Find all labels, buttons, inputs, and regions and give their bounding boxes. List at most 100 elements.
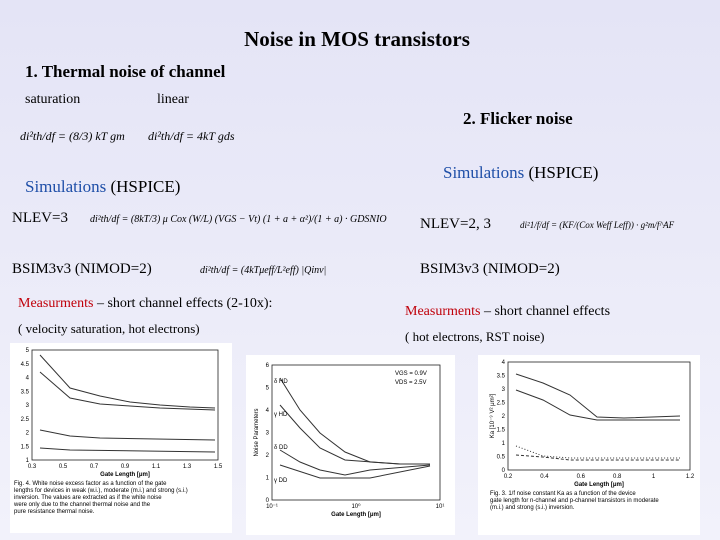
caption: lengths for devices in weak (w.i.), mode…	[14, 488, 188, 494]
legend-text: VDS = 2.5V	[395, 380, 427, 386]
curve	[515, 373, 681, 419]
curve	[279, 464, 431, 479]
plot-frame	[31, 349, 219, 461]
label: NLEV=2, 3	[420, 216, 491, 232]
legend-text: VGS = 0.9V	[395, 371, 427, 377]
figure	[478, 355, 700, 535]
x-tick-label: 0.6	[577, 474, 586, 480]
y-tick-label: 3	[502, 387, 506, 393]
y-tick-label: 4.5	[21, 362, 30, 368]
x-tick-label: 0.9	[121, 464, 130, 470]
x-tick-label: 0.3	[28, 464, 37, 470]
y-tick-label: 3.5	[21, 389, 30, 395]
equation: di²th/df = (8/3) kT gm	[20, 129, 125, 143]
meas-word: Measurments	[18, 296, 93, 311]
y-tick-label: 4	[266, 408, 270, 414]
x-tick-label: 0.7	[90, 464, 99, 470]
sim-word: Simulations	[25, 177, 106, 196]
x-axis-label: Gate Length [μm]	[574, 482, 624, 488]
y-axis-label: Ka [10⁻⁹ V² μm²]	[489, 393, 496, 438]
y-tick-label: 4	[502, 360, 506, 366]
y-tick-label: 3	[26, 403, 30, 409]
x-tick-label: 1.5	[214, 464, 223, 470]
curve	[279, 404, 430, 465]
meas-rest: – short channel effects (2-10x):	[93, 296, 272, 311]
label: BSIM3v3 (NIMOD=2)	[420, 261, 560, 277]
caption: (m.i.) and strong (s.i.) inversion.	[490, 505, 575, 511]
x-tick-label: 0.4	[540, 474, 549, 480]
y-tick-label: 4	[26, 376, 30, 382]
equation: di²th/df = 4kT gds	[148, 129, 235, 143]
heading: 2. Flicker noise	[463, 109, 573, 128]
caption: gate length for n-channel and p-channel …	[490, 498, 659, 504]
x-tick-label: 10⁻¹	[266, 504, 278, 510]
x-tick-label: 10¹	[436, 504, 445, 510]
caption: inversion. The values are extracted as i…	[14, 495, 162, 501]
y-tick-label: 1.5	[497, 428, 506, 434]
label: saturation	[25, 92, 80, 107]
figure	[246, 355, 455, 535]
y-tick-label: 0.5	[497, 455, 506, 461]
label: linear	[157, 92, 189, 107]
series-label: δ DD	[274, 445, 288, 451]
meas-rest: – short channel effects	[480, 304, 610, 319]
y-tick-label: 2.5	[21, 417, 30, 423]
x-tick-label: 1.1	[152, 464, 161, 470]
title: Noise in MOS transistors	[244, 27, 470, 51]
curve	[515, 389, 680, 421]
plot-frame	[271, 364, 441, 501]
x-tick-label: 0.2	[504, 474, 513, 480]
y-tick-label: 0	[266, 498, 270, 504]
x-tick-label: 0.5	[59, 464, 68, 470]
y-tick-label: 0	[502, 468, 506, 474]
equation: di²th/df = (8kT/3) μ Cox (W/L) (VGS − Vt…	[90, 214, 387, 225]
caption: Fig. 4. White noise excess factor as a f…	[14, 481, 167, 487]
x-axis-label: Gate Length [μm]	[100, 472, 150, 478]
curve	[279, 449, 431, 476]
equation: di²1/f/df = (KF/(Cox Weff Leff)) · g²m/f…	[520, 220, 675, 230]
curve	[39, 447, 216, 453]
y-tick-label: 2	[26, 431, 30, 437]
note: ( hot electrons, RST noise)	[405, 329, 545, 344]
y-tick-label: 1	[502, 441, 506, 447]
y-tick-label: 3.5	[497, 374, 506, 380]
caption: were only due to the channel thermal noi…	[13, 502, 151, 508]
series-label: γ DD	[274, 478, 288, 484]
meas-label: Measurments – short channel effects (2-1…	[18, 296, 272, 311]
curve	[39, 429, 216, 441]
y-axis-label: Noise Parameters	[254, 408, 260, 456]
equation: di²th/df = (4kTμeff/L²eff) |Qinv|	[200, 265, 326, 276]
curve	[39, 354, 216, 409]
x-tick-label: 10⁰	[351, 503, 361, 510]
y-tick-label: 3	[266, 431, 270, 437]
sim-tool: (HSPICE)	[528, 163, 598, 182]
curve	[39, 371, 216, 411]
note: ( velocity saturation, hot electrons)	[18, 321, 200, 336]
y-tick-label: 2	[266, 453, 270, 459]
y-tick-label: 1.5	[21, 444, 30, 450]
y-tick-label: 6	[266, 363, 270, 369]
meas-word: Measurments	[405, 304, 480, 319]
label: BSIM3v3 (NIMOD=2)	[12, 261, 152, 277]
series-label: γ HD	[274, 412, 288, 418]
label: NLEV=3	[12, 210, 68, 226]
caption: Fig. 3. 1/f noise constant Ka as a funct…	[490, 491, 636, 497]
x-tick-label: 1.2	[686, 474, 695, 480]
x-axis-label: Gate Length [μm]	[331, 512, 381, 518]
sim-label: Simulations (HSPICE)	[443, 163, 598, 182]
series-label: δ HD	[274, 379, 288, 385]
heading: 1. Thermal noise of channel	[25, 62, 226, 81]
y-tick-label: 1	[266, 476, 270, 482]
y-tick-label: 5	[266, 386, 270, 392]
y-tick-label: 2	[502, 414, 506, 420]
y-tick-label: 1	[26, 458, 30, 464]
plot-frame	[507, 361, 691, 471]
curve	[515, 445, 680, 459]
x-tick-label: 1	[652, 474, 656, 480]
sim-word: Simulations	[443, 163, 524, 182]
x-tick-label: 1.3	[183, 464, 192, 470]
meas-label: Measurments – short channel effects	[405, 304, 610, 319]
curve	[515, 454, 680, 461]
y-tick-label: 5	[26, 348, 30, 354]
